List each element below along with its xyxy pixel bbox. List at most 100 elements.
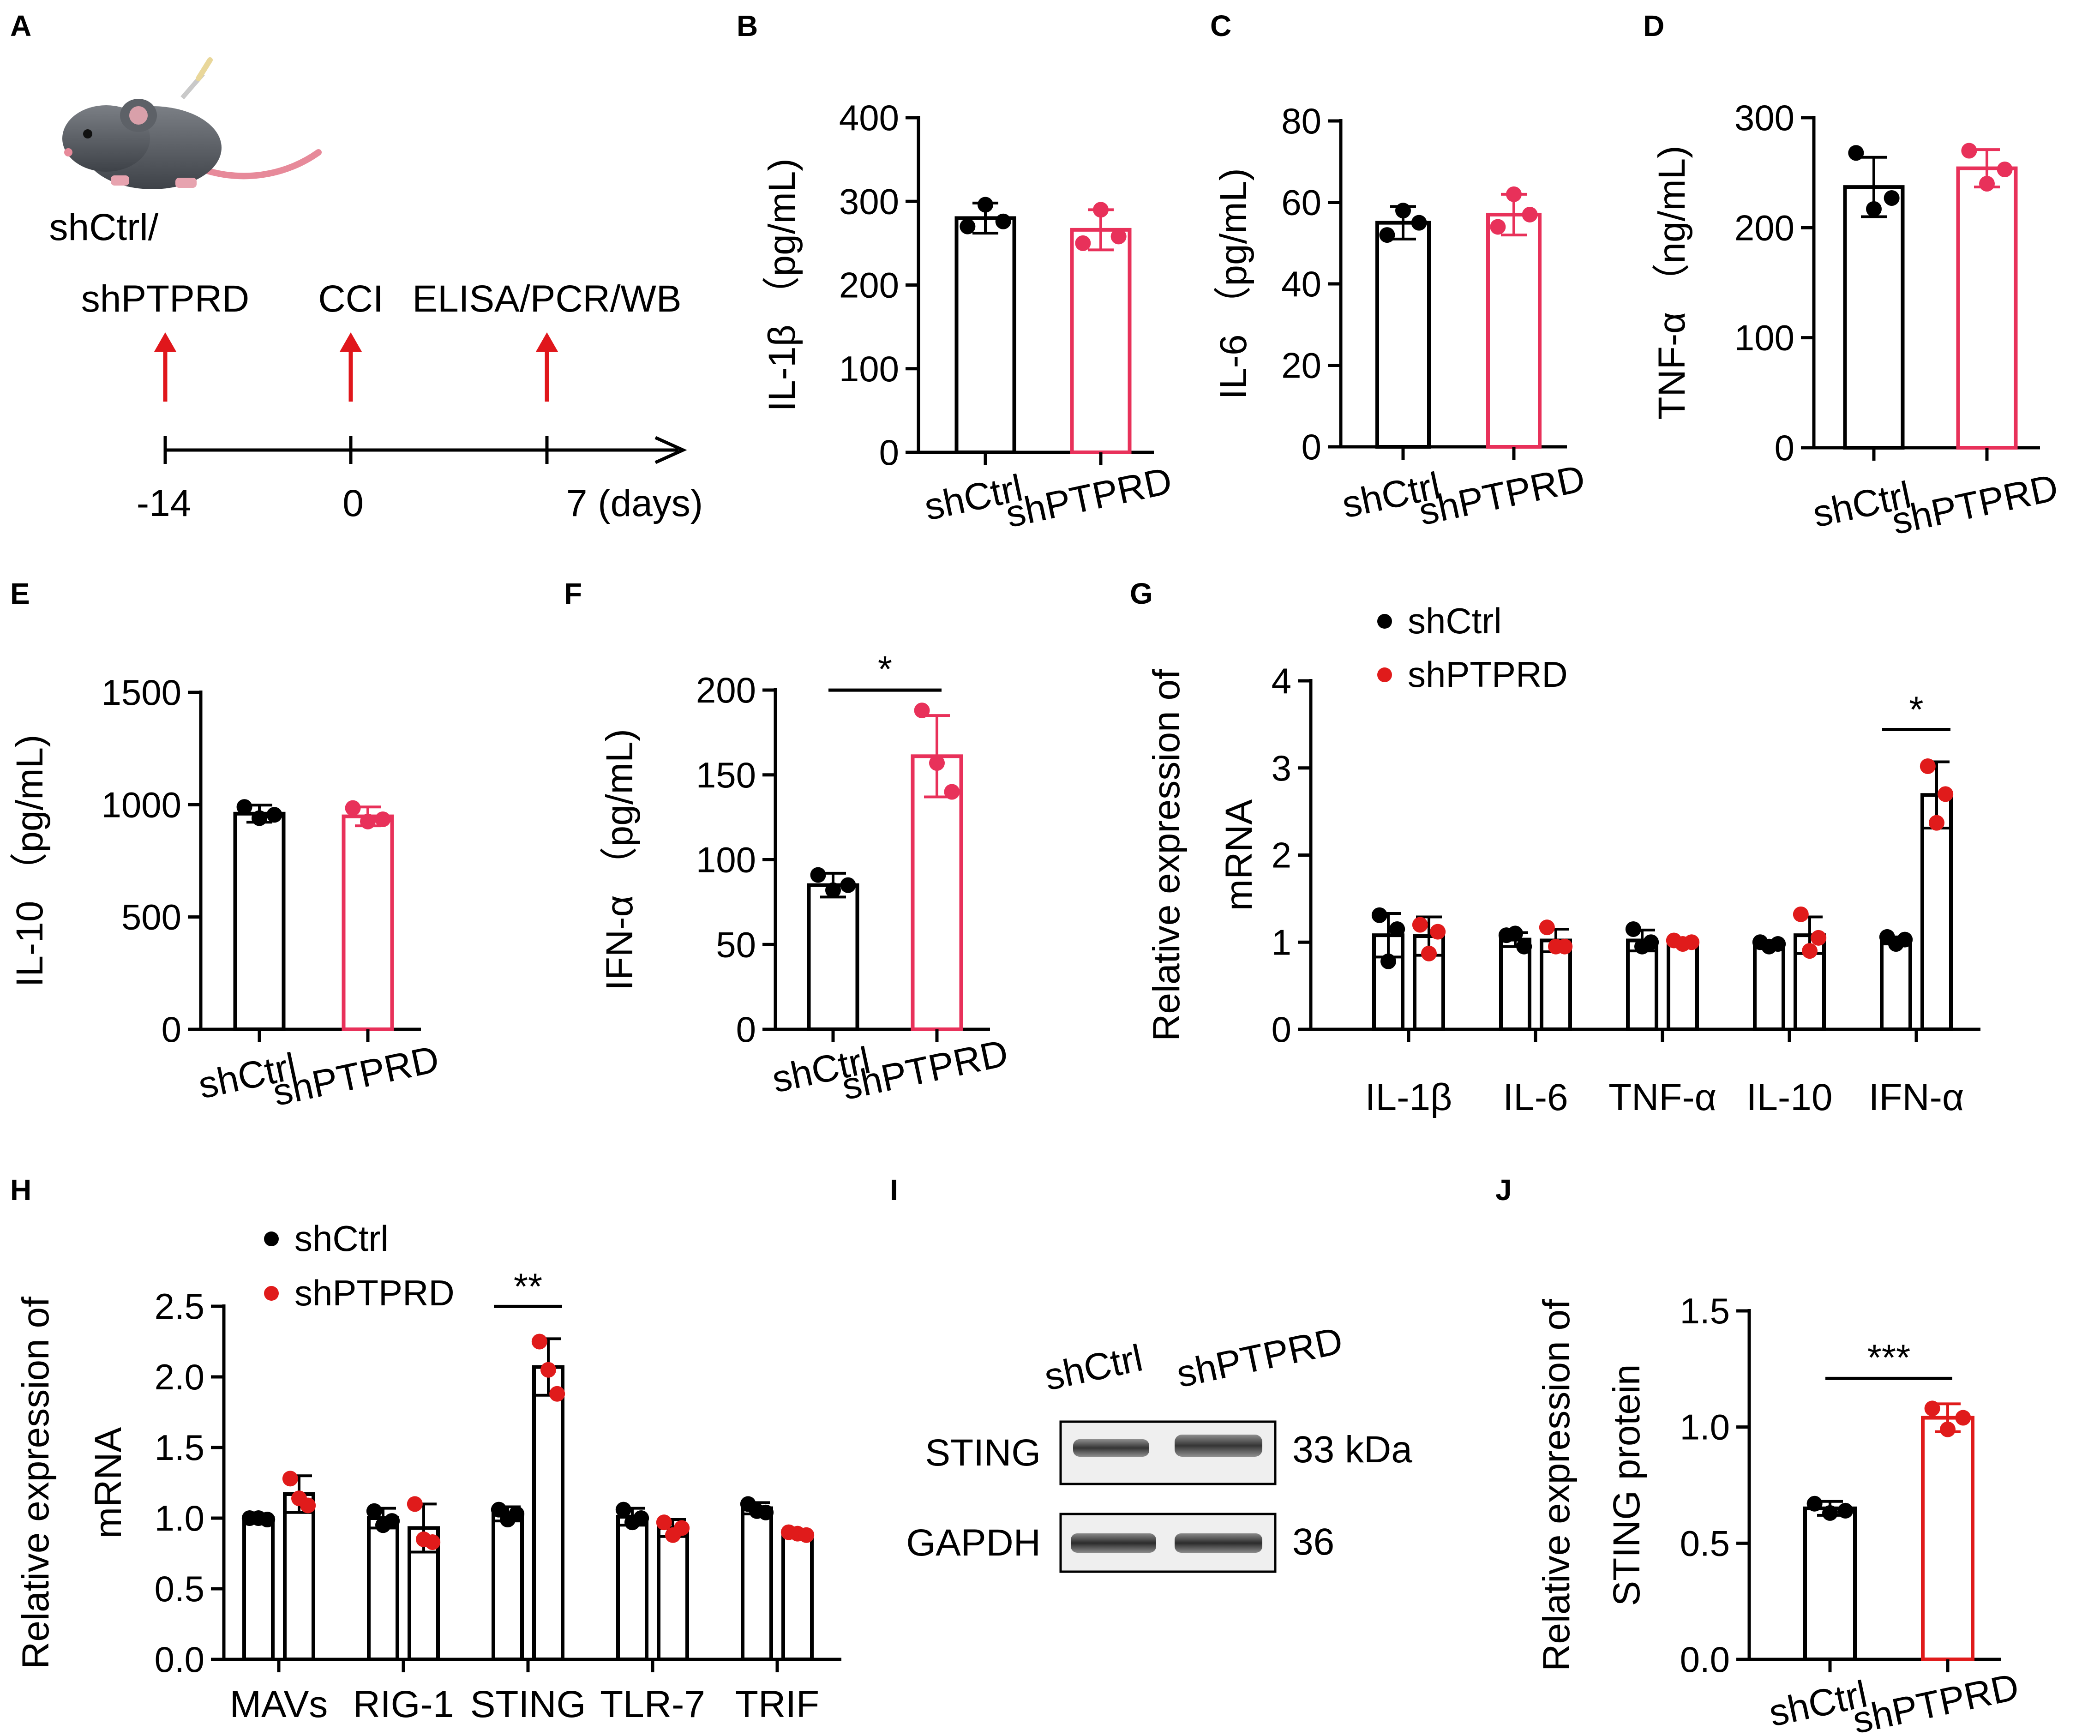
y-tick-label: 500 <box>121 897 181 937</box>
y-axis-label: TNF-α （ng/mL) <box>1651 145 1693 420</box>
series-1-bar-0-bar <box>283 1492 315 1661</box>
y-tick-label: 0.0 <box>1680 1639 1730 1680</box>
y-tick-label: 0 <box>1302 426 1321 467</box>
significance-label: *** <box>1867 1337 1910 1378</box>
series-1-bar-2-point <box>1684 934 1700 950</box>
panel-label-h: H <box>10 1173 31 1207</box>
y-tick-label: 1.0 <box>1680 1407 1730 1448</box>
series-1-bar-1-point <box>425 1534 441 1550</box>
y-tick-label: 2.0 <box>155 1357 204 1397</box>
bar-1-point <box>1961 143 1977 159</box>
x-category-label: MAVs <box>230 1683 328 1725</box>
bar-1-bar <box>342 814 394 1031</box>
series-1-bar-3-bar <box>657 1526 689 1661</box>
series-0-bar-0-point <box>1371 907 1387 923</box>
blot-lane-label-ko: shPTPRD <box>1173 1320 1346 1396</box>
bar-1-point <box>360 813 376 829</box>
series-0-bar-4-bar <box>1880 938 1912 1031</box>
timeline-event-assay: ELISA/PCR/WB <box>412 278 681 320</box>
blot-protein-gapdh: GAPDH <box>906 1522 1041 1564</box>
blot-size-sting: 33 kDa <box>1292 1429 1412 1471</box>
bar-1-point <box>1924 1400 1940 1417</box>
series-0-bar-2-point <box>509 1506 525 1522</box>
blot-band-sting-ko <box>1175 1435 1262 1457</box>
legend-label-1: shPTPRD <box>294 1273 455 1313</box>
blot-band-gapdh-ctrl <box>1071 1533 1156 1553</box>
y-axis-label: IFN-α （pg/mL) <box>599 729 641 991</box>
series-1-bar-0-point <box>282 1471 298 1487</box>
series-1-bar-3-point <box>656 1514 672 1531</box>
series-1-bar-2-bar <box>532 1365 564 1662</box>
chart-pathway-mrna: 0.0 0.5 1.0 1.5 2.0 2.5 Relative expression of… <box>15 1218 841 1725</box>
series-1-bar-1-point <box>1539 919 1555 936</box>
bar-0-point <box>1848 145 1864 161</box>
y-tick-label: 1000 <box>101 784 181 825</box>
y-axis-label: IL-10 （pg/mL) <box>9 735 51 987</box>
series-1-bar-2-point <box>540 1362 556 1378</box>
panel-labels: A B C D E F G H I J <box>10 9 1664 1207</box>
timeline-day-end: 7 (days) <box>566 482 703 524</box>
bar-1-point <box>375 811 391 827</box>
timeline-groups-line2: shPTPRD <box>81 278 250 320</box>
series-0-bar-4-point <box>1897 931 1913 948</box>
y-axis-label: IL-1β （pg/mL) <box>761 158 803 411</box>
series-0-bar-0-bar <box>242 1516 275 1661</box>
series-0-bar-0-point <box>1380 953 1396 969</box>
bar-1-point <box>1093 202 1109 218</box>
y-tick-label: 100 <box>839 348 899 389</box>
bar-0-point <box>266 807 282 823</box>
series-1-bar-2-point <box>549 1386 565 1402</box>
legend-label-1: shPTPRD <box>1408 654 1568 695</box>
chart-cytokine-mrna: 0 1 2 3 4 Relative expression of mRNA IL-1β IL-6… <box>1146 601 1980 1118</box>
bar-1-bar <box>1921 1416 1974 1662</box>
y-tick-label: 0 <box>1775 427 1794 468</box>
series-0-bar-3-bar <box>1753 942 1785 1032</box>
y-tick-label: 80 <box>1281 101 1321 141</box>
series-0-bar-3-bar <box>616 1514 648 1661</box>
bar-1-point <box>944 784 960 800</box>
bar-1-point <box>1979 176 1995 192</box>
x-category-label: RIG-1 <box>353 1683 454 1725</box>
x-category-label: shPTPRD <box>1889 467 2062 543</box>
bar-0-point <box>978 197 993 213</box>
y-tick-label: 20 <box>1281 345 1321 386</box>
y-tick-label: 400 <box>839 97 899 138</box>
panel-label-a: A <box>10 9 31 42</box>
y-tick-label: 0 <box>1272 1009 1291 1050</box>
series-1-bar-2-bar <box>1667 940 1699 1031</box>
x-category-label: shPTPRD <box>1416 457 1589 534</box>
series-1-bar-0-point <box>1412 917 1428 933</box>
bar-0-point <box>1837 1502 1854 1519</box>
y-tick-label: 150 <box>696 755 756 795</box>
bar-0-point <box>995 213 1011 229</box>
series-0-bar-2-point <box>1643 934 1659 950</box>
y-tick-label: 200 <box>839 265 899 306</box>
y-axis-label-line2: mRNA <box>87 1427 129 1538</box>
bar-1-point <box>1522 206 1538 222</box>
bar-0-point <box>840 877 856 893</box>
legend-marker-0 <box>1377 614 1392 629</box>
panel-label-e: E <box>10 577 30 610</box>
x-category-label: STING <box>470 1683 586 1725</box>
series-0-bar-0-point <box>259 1512 276 1528</box>
series-0-bar-2-point <box>1625 921 1641 937</box>
series-1-bar-0-point <box>300 1497 316 1514</box>
timeline-groups-line1: shCtrl/ <box>49 206 159 248</box>
bar-1-point <box>1490 219 1506 235</box>
bar-0-point <box>1411 215 1427 231</box>
x-category-label: TRIF <box>735 1683 819 1725</box>
bar-1-bar <box>1070 228 1132 454</box>
series-0-bar-2-bar <box>492 1512 524 1662</box>
bar-1-point <box>1997 162 2013 178</box>
y-tick-label: 200 <box>696 670 756 710</box>
bar-1-point <box>929 755 945 771</box>
bar-1-point <box>1506 186 1522 202</box>
panel-label-f: F <box>564 577 582 610</box>
timeline-arrows <box>154 332 558 402</box>
series-0-bar-0-point <box>1389 921 1405 937</box>
y-tick-label: 1.0 <box>155 1498 204 1538</box>
series-0-bar-4-point <box>758 1504 774 1520</box>
